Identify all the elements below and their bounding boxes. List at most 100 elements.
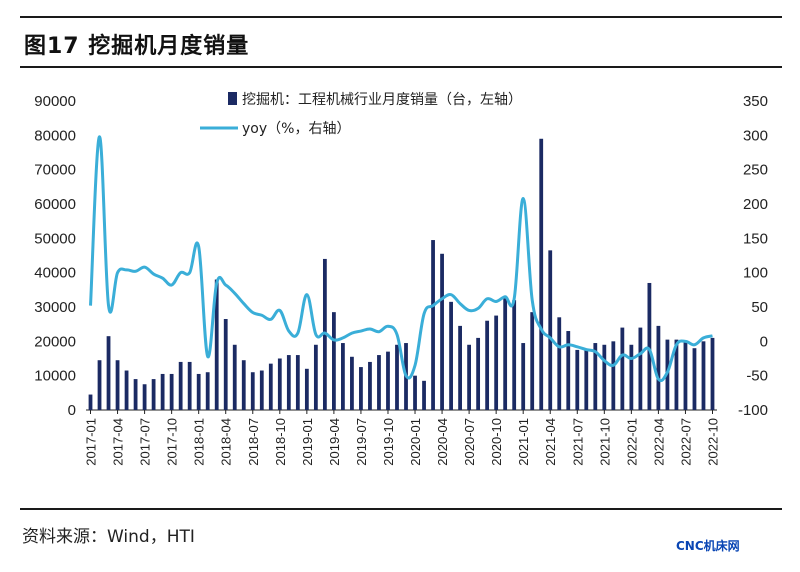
bar-2018-11	[286, 355, 291, 410]
legend-bar-swatch	[228, 92, 237, 105]
bar-2022-01	[629, 344, 634, 410]
bar-2021-06	[566, 331, 571, 410]
bar-2021-12	[620, 327, 625, 410]
x-tick-label: 2022-04	[651, 418, 666, 466]
x-tick-label: 2017-04	[111, 418, 126, 466]
bottom-rule	[20, 508, 782, 510]
bar-2019-05	[341, 343, 345, 410]
x-tick-label: 2018-04	[219, 418, 234, 466]
bar-2018-12	[295, 355, 300, 410]
bar-2020-02	[422, 380, 426, 410]
left-tick-label: 90000	[34, 93, 76, 110]
bar-2017-04	[115, 360, 120, 410]
bar-2018-10	[277, 358, 282, 410]
bar-2017-05	[124, 370, 129, 410]
x-tick-label: 2017-07	[138, 418, 153, 466]
left-tick-label: 70000	[34, 162, 76, 179]
left-tick-label: 20000	[34, 333, 76, 350]
x-tick-label: 2020-07	[462, 418, 477, 466]
bar-2021-10	[602, 344, 607, 410]
top-rule	[20, 16, 782, 18]
bar-2022-10	[710, 337, 715, 410]
bar-2020-05	[449, 301, 453, 410]
right-tick-label: 100	[743, 265, 768, 282]
bar-2018-09	[268, 363, 273, 410]
x-tick-label: 2021-04	[543, 418, 558, 466]
left-tick-label: 0	[68, 402, 76, 419]
x-tick-label: 2021-01	[516, 418, 531, 466]
x-tick-label: 2022-10	[705, 418, 720, 466]
bar-2018-08	[259, 370, 264, 410]
right-tick-label: 50	[751, 299, 768, 316]
x-tick-label: 2021-07	[570, 418, 585, 466]
bar-2022-09	[701, 341, 706, 410]
bar-2020-12	[512, 300, 517, 410]
bar-2021-11	[611, 341, 616, 410]
right-tick-label: 350	[743, 93, 768, 110]
watermark: CNC机床网	[676, 539, 740, 553]
x-tick-label: 2019-07	[354, 418, 369, 466]
bar-2022-08	[692, 348, 697, 410]
bar-2020-09	[485, 320, 490, 410]
bar-2022-02	[638, 327, 643, 410]
bar-2022-04	[656, 325, 661, 410]
bar-2021-03	[539, 138, 544, 410]
bar-2018-04	[223, 319, 228, 410]
bar-2019-11	[395, 344, 399, 410]
x-tick-label: 2019-04	[327, 418, 342, 466]
bar-2021-05	[557, 317, 562, 410]
bar-2020-07	[467, 344, 471, 410]
bar-2017-02	[97, 360, 102, 410]
x-tick-label: 2020-01	[408, 418, 423, 466]
bar-2021-02	[530, 312, 535, 410]
bar-2020-06	[458, 325, 462, 410]
bar-2020-03	[431, 240, 435, 410]
right-tick-label: 0	[760, 333, 768, 350]
right-tick-label: -50	[746, 368, 768, 385]
bar-2019-09	[377, 355, 381, 410]
left-tick-label: 10000	[34, 368, 76, 385]
bar-2017-09	[160, 373, 165, 410]
bar-2018-05	[232, 344, 237, 410]
bar-2021-04	[548, 250, 553, 410]
chart: 0 10000 20000 30000 40000 50000 60000 70000 8000…	[34, 92, 768, 466]
bar-2018-02	[205, 372, 210, 410]
bar-2019-01	[304, 368, 309, 410]
legend-line-label: yoy（%，右轴）	[242, 121, 350, 137]
bar-2022-06	[674, 339, 679, 410]
bar-2021-07	[575, 349, 580, 410]
bar-series	[88, 138, 715, 410]
bar-2018-01	[196, 373, 201, 410]
bar-2020-01	[413, 375, 417, 410]
bar-2021-08	[584, 349, 589, 410]
right-tick-label: 250	[743, 162, 768, 179]
right-tick-label: 150	[743, 230, 768, 247]
bar-2020-04	[440, 253, 444, 410]
x-axis-ticks: 2017-01 2017-04 2017-07 2017-10 2018-01 2018-…	[84, 410, 720, 466]
bar-2017-11	[178, 361, 183, 410]
bar-2019-02	[313, 344, 318, 410]
bar-2019-10	[386, 351, 390, 410]
x-tick-label: 2020-10	[489, 418, 504, 466]
left-axis-ticks: 0 10000 20000 30000 40000 50000 60000 70000 8000…	[34, 93, 76, 419]
bar-2022-03	[647, 282, 652, 410]
x-tick-label: 2019-01	[300, 418, 315, 466]
bar-2019-08	[368, 361, 372, 410]
legend: 挖掘机：工程机械行业月度销量（台，左轴） yoy（%，右轴）	[200, 92, 522, 137]
bar-2017-10	[169, 373, 174, 410]
bar-2022-07	[683, 341, 688, 410]
left-tick-label: 60000	[34, 196, 76, 213]
x-tick-label: 2017-01	[84, 418, 99, 466]
bar-2018-06	[241, 360, 246, 410]
right-axis-ticks: -100 -50 0 50 100 150 200 250 300 350	[738, 93, 768, 419]
left-tick-label: 80000	[34, 127, 76, 144]
x-tick-label: 2018-10	[273, 418, 288, 466]
x-tick-label: 2022-07	[678, 418, 693, 466]
bar-2017-08	[151, 379, 156, 410]
bar-2019-04	[332, 312, 336, 410]
right-tick-label: 300	[743, 127, 768, 144]
left-tick-label: 40000	[34, 265, 76, 282]
x-tick-label: 2021-10	[597, 418, 612, 466]
bar-2021-01	[521, 343, 526, 410]
bar-2019-07	[359, 367, 363, 410]
